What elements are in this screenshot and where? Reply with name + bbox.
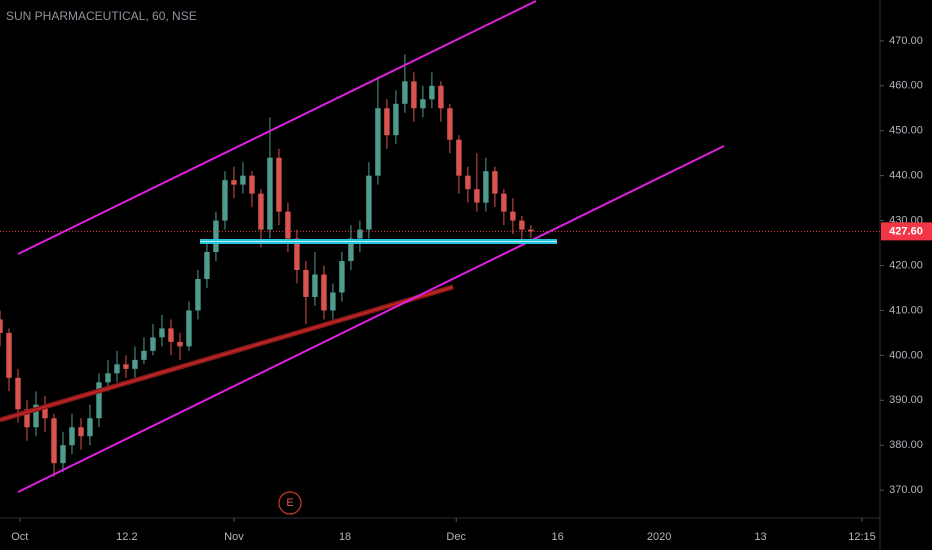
candle-body: [375, 108, 381, 176]
candle-body: [240, 175, 246, 185]
candle-body: [42, 404, 48, 419]
candle-body: [483, 171, 489, 203]
channel-upper: [17, 0, 537, 255]
candle-body: [258, 193, 264, 230]
candle-body: [411, 81, 417, 109]
candle-body: [519, 220, 525, 230]
y-tick-label: 380.00: [889, 439, 923, 451]
candle-body: [357, 229, 363, 239]
y-tick-label: 420.00: [889, 259, 923, 271]
x-tick-label: 18: [339, 531, 351, 543]
candle-body: [78, 427, 84, 437]
candle-body: [123, 364, 129, 369]
x-tick-label: 12.2: [116, 531, 137, 543]
candle-body: [492, 171, 498, 194]
candle-body: [213, 220, 219, 253]
candle-body: [141, 350, 147, 360]
candle-body: [96, 382, 102, 419]
candles: [0, 54, 534, 477]
y-tick-label: 470.00: [889, 35, 923, 47]
candle-body: [177, 341, 183, 347]
candle-body: [132, 359, 138, 369]
candle-body: [60, 445, 66, 464]
y-tick-label: 440.00: [889, 170, 923, 182]
candle-body: [303, 270, 309, 297]
candle-body: [0, 319, 3, 333]
candle-body: [384, 108, 390, 136]
channel-lower: [17, 145, 725, 493]
candle-body: [15, 377, 21, 410]
candle-body: [51, 418, 57, 464]
y-tick-label: 410.00: [889, 304, 923, 316]
candle-body: [195, 278, 201, 311]
candle-body: [402, 81, 408, 104]
candle-body: [465, 175, 471, 190]
candle-body: [114, 364, 120, 374]
candle-body: [168, 328, 174, 342]
candle-body: [204, 252, 210, 279]
x-tick-label: Nov: [224, 531, 244, 543]
candle-body: [33, 404, 39, 428]
x-tick-label: Oct: [11, 531, 28, 543]
candle-body: [150, 337, 156, 351]
candle-body: [186, 310, 192, 347]
y-tick-label: 400.00: [889, 349, 923, 361]
candle-body: [330, 292, 336, 311]
candle-body: [429, 85, 435, 100]
candle-body: [312, 274, 318, 297]
candle-body: [285, 211, 291, 239]
x-tick-label: 16: [552, 531, 564, 543]
candle-body: [456, 139, 462, 176]
candle-body: [6, 332, 12, 378]
candle-body: [438, 85, 444, 109]
candle-body: [366, 175, 372, 230]
last-price-tag: [881, 222, 932, 241]
candle-body: [321, 274, 327, 311]
trend-line: [0, 286, 454, 421]
candle-body: [348, 238, 354, 262]
candle-body: [249, 175, 255, 194]
candle-body: [501, 193, 507, 212]
candle-body: [447, 108, 453, 140]
candle-body: [69, 427, 75, 446]
candle-body: [276, 157, 282, 212]
x-tick-label: 12:15: [848, 531, 876, 543]
x-tick-label: 2020: [647, 531, 671, 543]
candle-body: [294, 238, 300, 271]
chart-title: SUN PHARMACEUTICAL, 60, NSE: [6, 9, 197, 23]
y-tick-label: 450.00: [889, 125, 923, 137]
y-tick-label: 390.00: [889, 394, 923, 406]
x-tick-label: 13: [754, 531, 766, 543]
candle-body: [87, 418, 93, 437]
candle-body: [474, 189, 480, 203]
candle-body: [510, 211, 516, 221]
candle-body: [231, 180, 237, 185]
y-tick-label: 460.00: [889, 80, 923, 92]
last-price-label: 427.60: [889, 225, 923, 237]
candle-body: [159, 328, 165, 338]
event-marker[interactable]: E: [286, 497, 293, 509]
event-marker-circle[interactable]: [278, 491, 302, 515]
candle-body: [24, 409, 30, 428]
candle-body: [420, 99, 426, 109]
candle-body: [222, 180, 228, 221]
candle-body: [105, 373, 111, 383]
drawings: [0, 0, 725, 493]
x-tick-label: Dec: [446, 531, 466, 543]
candle-body: [393, 103, 399, 136]
candle-body: [528, 229, 534, 232]
candle-body: [267, 157, 273, 230]
candle-body: [339, 261, 345, 293]
y-tick-label: 370.00: [889, 484, 923, 496]
